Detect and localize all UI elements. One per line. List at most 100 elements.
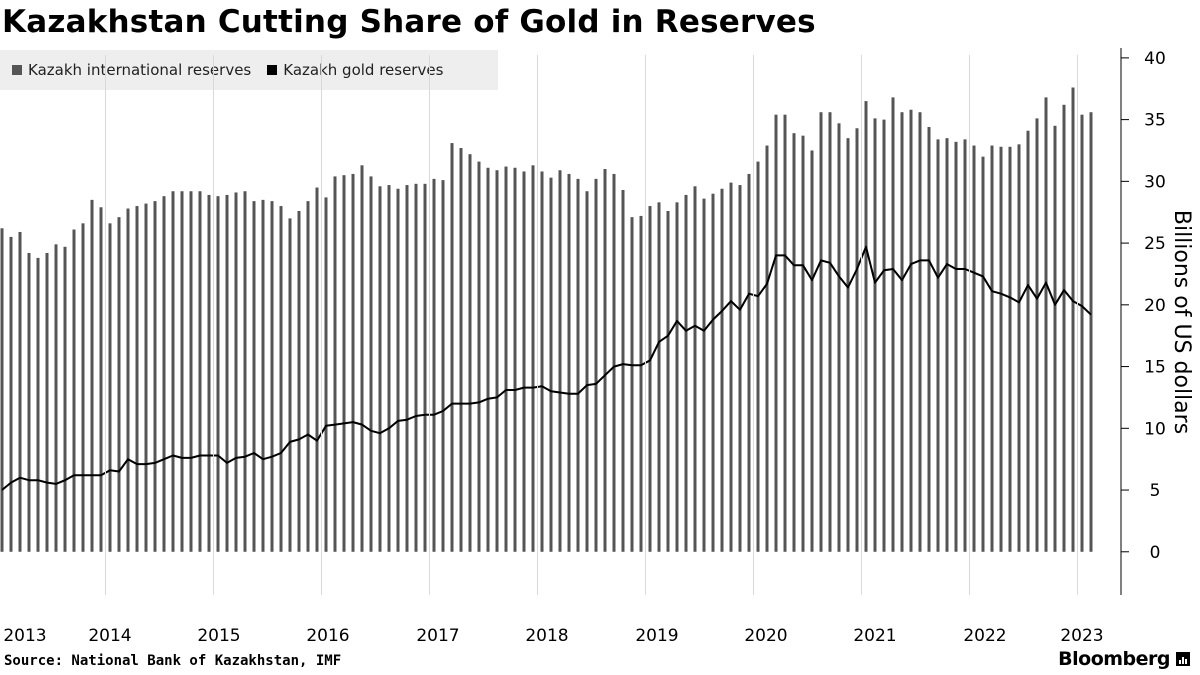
- x-tick-label: 2015: [197, 626, 240, 646]
- bar-international-reserves: [495, 170, 499, 552]
- y-tick-label: 0: [1150, 543, 1161, 563]
- y-tick-label: 15: [1144, 358, 1166, 378]
- bar-international-reserves: [108, 223, 112, 552]
- bar-international-reserves: [648, 206, 652, 552]
- bar-international-reserves: [468, 154, 472, 552]
- bar-international-reserves: [153, 201, 157, 552]
- bar-international-reserves: [720, 188, 724, 552]
- bar-international-reserves: [72, 229, 76, 552]
- source-note: Source: National Bank of Kazakhstan, IMF: [4, 653, 342, 669]
- y-tick-label: 5: [1150, 481, 1161, 501]
- bar-international-reserves: [99, 207, 103, 552]
- bar-international-reserves: [963, 139, 967, 552]
- bar-international-reserves: [486, 167, 490, 552]
- bar-international-reserves: [234, 192, 238, 552]
- bar-international-reserves: [873, 118, 877, 552]
- bar-international-reserves: [729, 182, 733, 552]
- y-axis-label: Billions of US dollars: [1169, 210, 1194, 434]
- bar-international-reserves: [558, 170, 562, 552]
- bar-international-reserves: [423, 183, 427, 552]
- bar-international-reserves: [387, 185, 391, 552]
- bar-international-reserves: [693, 186, 697, 552]
- bar-international-reserves: [117, 217, 121, 552]
- bar-international-reserves: [837, 123, 841, 552]
- bar-international-reserves: [45, 252, 49, 552]
- bar-international-reserves: [1044, 97, 1048, 552]
- legend-swatch-international-reserves: [12, 65, 22, 75]
- bar-international-reserves: [567, 173, 571, 552]
- bar-international-reserves: [630, 217, 634, 552]
- bar-international-reserves: [1026, 130, 1030, 552]
- x-tick-label: 2014: [88, 626, 131, 646]
- line-gold-reserves: [1, 245, 1092, 491]
- bar-international-reserves: [801, 135, 805, 552]
- bar-international-reserves: [513, 167, 517, 552]
- bar-international-reserves: [261, 199, 265, 552]
- bar-international-reserves: [306, 201, 310, 552]
- y-tick-label: 25: [1144, 234, 1166, 254]
- x-tick-label: 2022: [963, 626, 1006, 646]
- legend: Kazakh international reserves Kazakh gol…: [0, 50, 498, 90]
- bar-international-reserves: [684, 194, 688, 552]
- bar-international-reserves: [279, 206, 283, 552]
- bar-international-reserves: [27, 252, 31, 552]
- bar-international-reserves: [909, 109, 913, 552]
- bar-international-reserves: [162, 196, 166, 552]
- legend-item-gold-reserves: Kazakh gold reserves: [267, 61, 443, 79]
- bar-international-reserves: [207, 194, 211, 552]
- bar-international-reserves: [54, 244, 58, 552]
- bar-international-reserves: [828, 112, 832, 552]
- bar-international-reserves: [315, 187, 319, 552]
- bar-international-reserves: [243, 191, 247, 552]
- bar-international-reserves: [144, 203, 148, 552]
- bar-international-reserves: [783, 114, 787, 552]
- bar-international-reserves: [369, 176, 373, 552]
- bar-international-reserves: [1062, 104, 1066, 552]
- bar-international-reserves: [864, 101, 868, 552]
- bar-international-reserves: [765, 145, 769, 552]
- bar-international-reserves: [666, 210, 670, 552]
- bar-international-reserves: [846, 138, 850, 552]
- bar-international-reserves: [252, 201, 256, 552]
- bar-international-reserves: [324, 197, 328, 552]
- bar-international-reserves: [333, 176, 337, 552]
- bar-international-reserves: [711, 193, 715, 552]
- bar-international-reserves: [882, 119, 886, 552]
- bar-international-reserves: [585, 191, 589, 552]
- bloomberg-chart-icon: [1176, 652, 1190, 666]
- bar-international-reserves: [1089, 112, 1093, 552]
- x-tick-label: 2019: [635, 626, 678, 646]
- bar-international-reserves: [378, 186, 382, 552]
- bar-international-reserves: [702, 198, 706, 552]
- bar-international-reserves: [0, 228, 4, 552]
- bar-international-reserves: [1080, 114, 1084, 552]
- chart-title: Kazakhstan Cutting Share of Gold in Rese…: [2, 4, 816, 40]
- bar-international-reserves: [738, 185, 742, 552]
- x-tick-label: 2023: [1060, 626, 1103, 646]
- bar-international-reserves: [1008, 146, 1012, 552]
- bar-international-reserves: [360, 165, 364, 552]
- bar-international-reserves: [459, 148, 463, 552]
- bar-international-reserves: [189, 191, 193, 552]
- y-tick-label: 20: [1144, 296, 1166, 316]
- bar-international-reserves: [945, 138, 949, 552]
- bar-international-reserves: [603, 169, 607, 552]
- bar-international-reserves: [414, 183, 418, 552]
- bar-international-reserves: [549, 177, 553, 552]
- bar-international-reserves: [594, 178, 598, 552]
- bar-international-reserves: [657, 202, 661, 552]
- bar-international-reserves: [405, 185, 409, 552]
- bar-international-reserves: [531, 165, 535, 552]
- bar-international-reserves: [441, 180, 445, 552]
- bar-international-reserves: [936, 139, 940, 552]
- bar-international-reserves: [270, 201, 274, 552]
- bar-international-reserves: [36, 257, 40, 552]
- bar-international-reserves: [576, 178, 580, 552]
- bar-international-reserves: [1053, 125, 1057, 552]
- bar-international-reserves: [432, 178, 436, 552]
- bar-international-reserves: [216, 196, 220, 552]
- bar-international-reserves: [621, 189, 625, 552]
- bloomberg-wordmark: Bloomberg: [1058, 648, 1170, 670]
- bar-international-reserves: [450, 143, 454, 552]
